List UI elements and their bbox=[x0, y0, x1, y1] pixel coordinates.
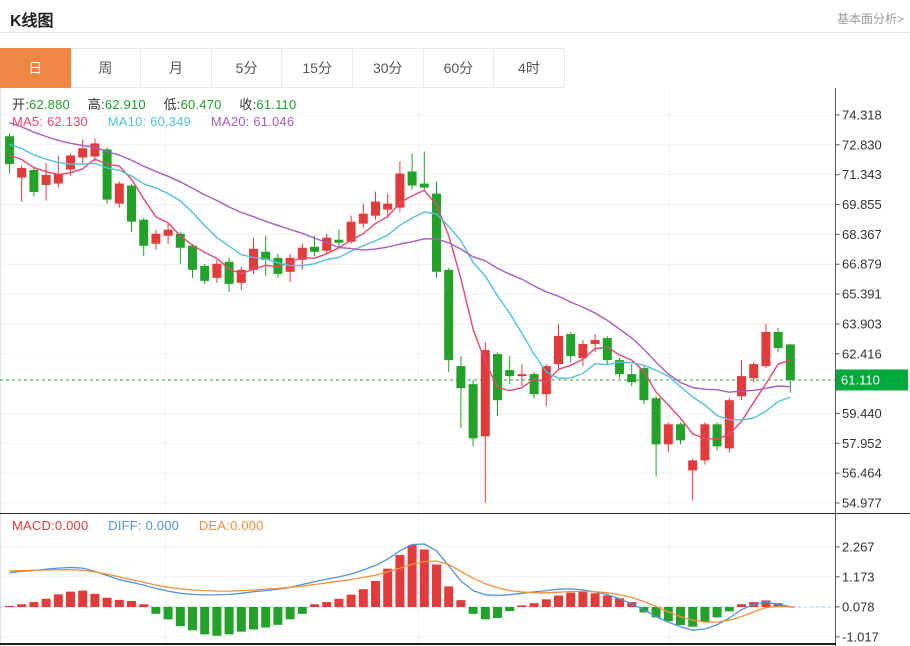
chart-bottom-border bbox=[0, 643, 836, 645]
main-axis-labels: 74.318 72.830 71.343 69.855 68.367 66.879 65.3… bbox=[835, 108, 882, 510]
tab-30分[interactable]: 30分 bbox=[352, 48, 424, 88]
ma10-line bbox=[9, 143, 791, 421]
svg-text:2.267: 2.267 bbox=[842, 539, 875, 554]
svg-text:66.879: 66.879 bbox=[842, 257, 882, 272]
ma5-line bbox=[9, 154, 791, 440]
svg-text:62.416: 62.416 bbox=[842, 346, 882, 361]
ohlc-low: 低:60.470 bbox=[163, 97, 222, 112]
ma5-legend: MA5: 62.130 bbox=[12, 114, 88, 129]
tab-周[interactable]: 周 bbox=[70, 48, 142, 88]
macd-axis-labels: 2.267 1.173 0.078 -1.017 bbox=[835, 539, 879, 644]
page-title: K线图 bbox=[10, 13, 54, 30]
low-value: 60.470 bbox=[180, 97, 222, 112]
ohlc-legend: 开:62.880 高:62.910 低:60.470 收:61.110 bbox=[12, 94, 310, 113]
period-tabbar: 日周月 5分 15分 30分 60分 4时 bbox=[0, 48, 910, 88]
candles-layer bbox=[5, 133, 795, 503]
ohlc-open: 开:62.880 bbox=[12, 97, 70, 112]
tab-60分[interactable]: 60分 bbox=[423, 48, 495, 88]
macd-gridlines bbox=[0, 514, 836, 646]
diff-line bbox=[9, 543, 791, 631]
svg-text:-1.017: -1.017 bbox=[842, 629, 879, 644]
svg-text:54.977: 54.977 bbox=[842, 495, 882, 510]
close-value: 61.110 bbox=[256, 97, 297, 112]
current-price-badge: 61.110 bbox=[836, 369, 908, 391]
svg-text:61.110: 61.110 bbox=[841, 372, 880, 387]
ohlc-high: 高:62.910 bbox=[87, 97, 146, 112]
ma20-line bbox=[9, 121, 791, 393]
svg-text:57.952: 57.952 bbox=[842, 436, 882, 451]
open-value: 62.880 bbox=[29, 97, 70, 112]
svg-text:1.173: 1.173 bbox=[842, 569, 875, 584]
ma20-legend: MA20: 61.046 bbox=[210, 114, 295, 129]
macd-value-legend: MACD:0.000 bbox=[12, 518, 89, 533]
tab-5分[interactable]: 5分 bbox=[211, 48, 283, 88]
tab-月[interactable]: 月 bbox=[141, 48, 212, 88]
ma-legend: MA5: 62.130 MA10: 60.349 MA20: 61.046 bbox=[12, 114, 310, 129]
svg-text:69.855: 69.855 bbox=[842, 197, 882, 212]
svg-text:59.440: 59.440 bbox=[842, 406, 882, 421]
svg-text:0.078: 0.078 bbox=[842, 599, 875, 614]
high-value: 62.910 bbox=[104, 97, 146, 112]
ohlc-close: 收:61.110 bbox=[239, 97, 297, 112]
page-header: K线图 基本面分析> bbox=[0, 0, 910, 33]
ma10-legend: MA10: 60.349 bbox=[107, 114, 192, 129]
tab-日[interactable]: 日 bbox=[0, 48, 71, 88]
main-candlestick-pane[interactable]: 74.318 72.830 71.343 69.855 68.367 66.879 65.3… bbox=[0, 88, 910, 514]
tab-15分[interactable]: 15分 bbox=[282, 48, 353, 88]
kline-chart-region: 开:62.880 高:62.910 低:60.470 收:61.110 MA5:… bbox=[0, 88, 910, 646]
svg-text:68.367: 68.367 bbox=[842, 227, 882, 242]
dea-value-legend: DEA:0.000 bbox=[198, 518, 264, 533]
tab-4时[interactable]: 4时 bbox=[494, 48, 565, 88]
dea-line bbox=[9, 560, 791, 623]
svg-text:74.318: 74.318 bbox=[842, 108, 882, 123]
fundamental-analysis-link[interactable]: 基本面分析> bbox=[836, 12, 904, 26]
svg-text:63.903: 63.903 bbox=[842, 316, 882, 331]
main-gridlines bbox=[0, 88, 836, 514]
macd-histogram bbox=[5, 545, 795, 636]
pane-separator bbox=[0, 513, 910, 514]
svg-text:72.830: 72.830 bbox=[842, 137, 882, 152]
diff-value-legend: DIFF: 0.000 bbox=[108, 518, 180, 533]
macd-pane[interactable]: 2.267 1.173 0.078 -1.017 bbox=[0, 514, 910, 646]
svg-text:65.391: 65.391 bbox=[842, 287, 882, 302]
macd-legend: MACD:0.000 DIFF: 0.000 DEA:0.000 bbox=[12, 518, 280, 533]
svg-text:71.343: 71.343 bbox=[842, 167, 882, 182]
svg-text:56.464: 56.464 bbox=[842, 466, 882, 481]
